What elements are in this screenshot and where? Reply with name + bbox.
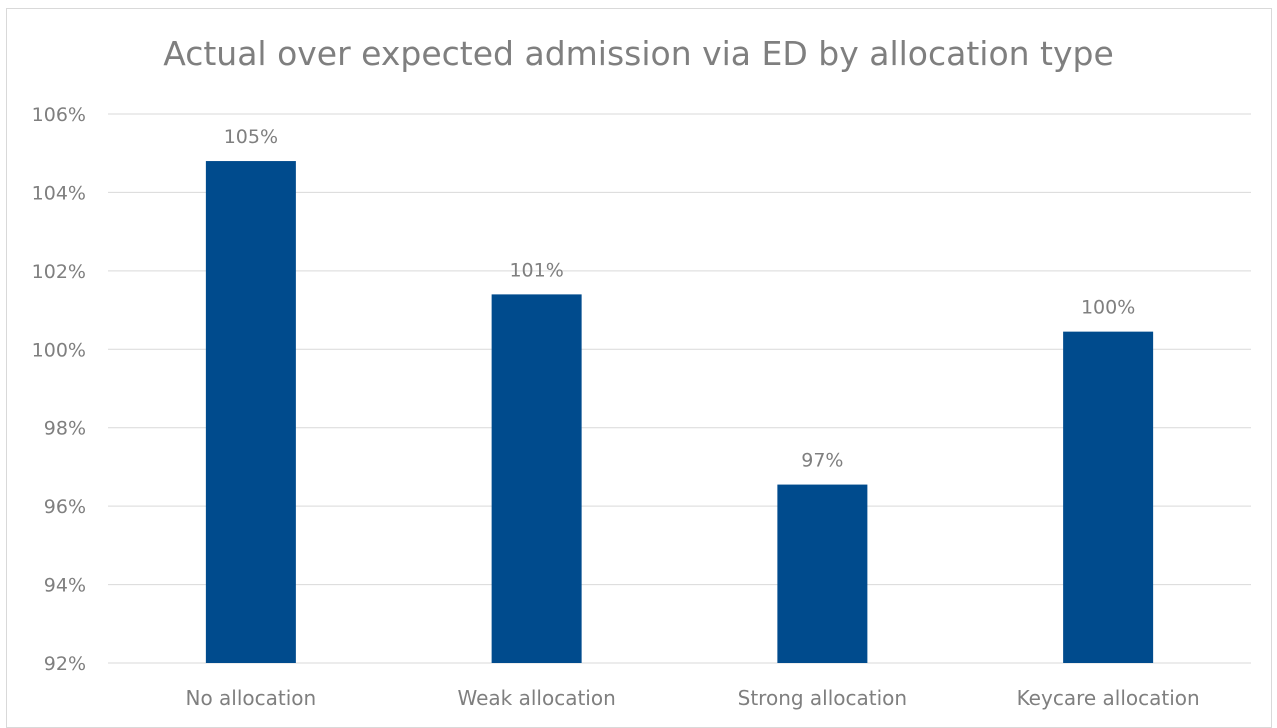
bar (491, 294, 582, 663)
x-category-label: Strong allocation (738, 686, 907, 710)
data-label: 100% (1081, 297, 1135, 319)
data-label: 101% (509, 259, 563, 281)
bar (205, 161, 296, 664)
bars (205, 161, 1154, 664)
y-tick-label: 102% (32, 261, 86, 283)
y-tick-label: 94% (44, 575, 86, 597)
x-axis-category-labels: No allocation Weak allocation Strong alloc… (186, 686, 1200, 710)
chart-title: Actual over expected admission via ED by… (163, 34, 1114, 73)
bar (1063, 331, 1154, 663)
gridlines (108, 113, 1251, 664)
x-category-label: No allocation (186, 686, 317, 710)
y-tick-label: 92% (44, 653, 86, 675)
y-tick-label: 104% (32, 182, 86, 204)
data-label: 97% (801, 450, 843, 472)
x-category-label: Weak allocation (457, 686, 615, 710)
y-tick-label: 106% (32, 104, 86, 126)
x-category-label: Keycare allocation (1017, 686, 1200, 710)
y-axis-tick-labels: 92% 94% 96% 98% 100% 102% 104% 106% (32, 104, 86, 675)
y-tick-label: 100% (32, 339, 86, 361)
y-tick-label: 96% (44, 496, 86, 518)
y-tick-label: 98% (44, 418, 86, 440)
data-labels: 105% 101% 97% 100% (224, 126, 1136, 472)
bar (777, 484, 868, 663)
data-label: 105% (224, 126, 278, 148)
